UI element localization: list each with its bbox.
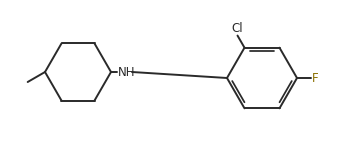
Text: NH: NH — [118, 66, 135, 78]
Text: F: F — [312, 72, 318, 84]
Text: Cl: Cl — [232, 22, 243, 34]
